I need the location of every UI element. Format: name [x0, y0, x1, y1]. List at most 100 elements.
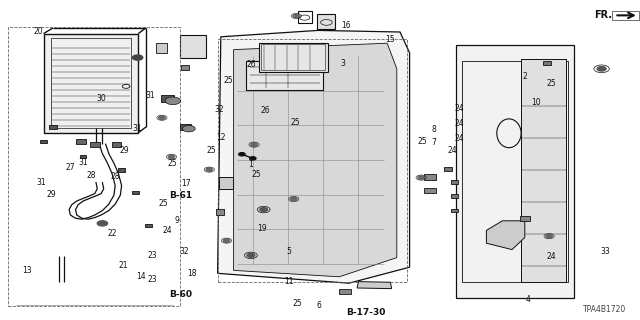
Bar — [456, 45, 574, 298]
Bar — [451, 180, 458, 184]
Text: 3: 3 — [340, 60, 345, 68]
Text: 31: 31 — [78, 158, 88, 167]
Text: 17: 17 — [180, 180, 191, 188]
Text: B-60: B-60 — [169, 290, 192, 299]
Circle shape — [182, 125, 195, 132]
Circle shape — [223, 239, 230, 242]
Bar — [132, 191, 139, 194]
Text: 24: 24 — [454, 104, 465, 113]
Text: 29: 29 — [46, 190, 56, 199]
Bar — [161, 95, 174, 102]
Text: 6: 6 — [316, 301, 321, 310]
Text: 1: 1 — [248, 160, 253, 169]
Bar — [180, 124, 191, 130]
Bar — [216, 209, 224, 215]
Text: 11: 11 — [285, 277, 294, 286]
Bar — [156, 43, 167, 53]
Bar — [8, 27, 180, 306]
Circle shape — [293, 14, 300, 18]
Bar — [49, 125, 57, 129]
Text: FR.: FR. — [595, 10, 612, 20]
Bar — [317, 14, 335, 29]
Circle shape — [239, 153, 245, 156]
Text: 19: 19 — [257, 224, 268, 233]
Text: 2: 2 — [522, 72, 527, 81]
Text: 31: 31 — [145, 92, 156, 100]
Bar — [44, 34, 138, 133]
Circle shape — [597, 67, 606, 71]
Text: 25: 25 — [290, 118, 300, 127]
Text: 25: 25 — [417, 137, 428, 146]
Text: 25: 25 — [158, 199, 168, 208]
Circle shape — [546, 235, 552, 238]
Text: 10: 10 — [531, 98, 541, 107]
Bar — [145, 224, 152, 227]
Polygon shape — [234, 43, 397, 277]
Bar — [246, 61, 323, 90]
Bar — [51, 38, 131, 128]
Text: 33: 33 — [600, 247, 610, 256]
Bar — [111, 142, 122, 147]
Text: 29: 29 — [120, 146, 130, 155]
Text: 23: 23 — [147, 276, 157, 284]
Bar — [181, 65, 189, 70]
Polygon shape — [486, 221, 525, 250]
Bar — [259, 43, 328, 72]
Text: 18: 18 — [188, 269, 196, 278]
Text: 26: 26 — [246, 60, 257, 69]
Circle shape — [260, 208, 268, 212]
Text: 32: 32 — [214, 105, 224, 114]
Text: 15: 15 — [385, 36, 396, 44]
Text: 24: 24 — [454, 134, 465, 143]
Text: 20: 20 — [33, 28, 44, 36]
Circle shape — [168, 155, 175, 158]
Text: 8: 8 — [431, 125, 436, 134]
Text: 25: 25 — [547, 79, 557, 88]
Bar — [444, 167, 452, 171]
Circle shape — [291, 197, 297, 201]
Circle shape — [132, 55, 143, 60]
Text: 22: 22 — [108, 229, 116, 238]
Text: 27: 27 — [65, 163, 76, 172]
Text: 4: 4 — [525, 295, 531, 304]
Text: 30: 30 — [96, 94, 106, 103]
Text: 24: 24 — [163, 226, 173, 235]
Bar — [451, 194, 458, 198]
Text: 25: 25 — [168, 159, 178, 168]
Text: 13: 13 — [22, 266, 32, 275]
Text: 7: 7 — [431, 138, 436, 147]
Bar — [424, 174, 436, 180]
Text: 28: 28 — [86, 171, 95, 180]
Bar — [298, 11, 312, 23]
Text: 25: 25 — [292, 300, 303, 308]
Text: 16: 16 — [340, 21, 351, 30]
Circle shape — [250, 157, 256, 160]
Bar — [451, 209, 458, 212]
Text: 21: 21 — [118, 261, 127, 270]
Bar — [520, 216, 530, 221]
Text: B-61: B-61 — [169, 191, 192, 200]
Circle shape — [97, 221, 108, 226]
Bar — [218, 39, 407, 282]
Bar — [424, 188, 436, 193]
Bar — [339, 289, 351, 294]
Circle shape — [165, 97, 180, 105]
Bar — [40, 140, 47, 143]
Text: 28: 28 — [111, 172, 120, 181]
Bar — [77, 139, 86, 144]
Text: 32: 32 — [179, 247, 189, 256]
Text: 23: 23 — [147, 252, 157, 260]
Bar — [180, 35, 206, 58]
Circle shape — [247, 253, 255, 257]
Text: 25: 25 — [206, 146, 216, 155]
Bar — [261, 44, 325, 70]
Text: 25: 25 — [251, 170, 261, 179]
Text: 26: 26 — [260, 106, 271, 115]
Circle shape — [206, 168, 212, 171]
Text: 24: 24 — [454, 119, 465, 128]
Circle shape — [159, 116, 165, 119]
Text: 25: 25 — [223, 76, 233, 85]
Circle shape — [251, 143, 257, 146]
Bar — [219, 177, 233, 189]
Text: 31: 31 — [36, 178, 47, 187]
